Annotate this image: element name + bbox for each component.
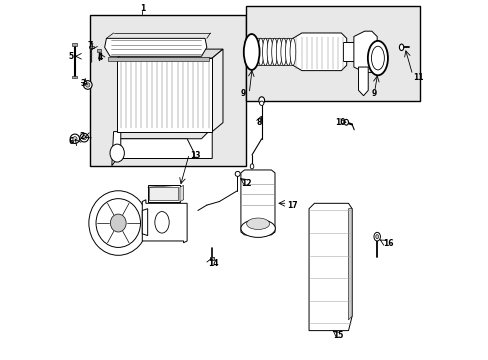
- Polygon shape: [112, 132, 212, 166]
- Ellipse shape: [155, 212, 169, 233]
- Polygon shape: [180, 185, 183, 202]
- Ellipse shape: [371, 46, 384, 70]
- Bar: [147, 185, 180, 202]
- Ellipse shape: [375, 234, 378, 239]
- Polygon shape: [142, 200, 187, 243]
- Ellipse shape: [82, 135, 86, 140]
- Text: 10: 10: [334, 118, 345, 127]
- Bar: [72, 42, 77, 45]
- Text: 8: 8: [256, 118, 261, 127]
- Polygon shape: [348, 209, 351, 320]
- Polygon shape: [358, 67, 367, 96]
- Ellipse shape: [258, 97, 264, 104]
- Bar: [210, 257, 214, 260]
- Text: 16: 16: [383, 239, 393, 248]
- Text: 3: 3: [80, 80, 85, 89]
- Text: 15: 15: [333, 332, 343, 341]
- Ellipse shape: [110, 144, 124, 162]
- Ellipse shape: [289, 38, 295, 66]
- Ellipse shape: [73, 136, 77, 141]
- Bar: [89, 45, 94, 48]
- Bar: [246, 6, 419, 101]
- Text: 9: 9: [371, 89, 376, 98]
- Ellipse shape: [253, 38, 259, 66]
- Bar: [97, 49, 101, 51]
- Ellipse shape: [83, 81, 92, 89]
- Ellipse shape: [271, 38, 277, 66]
- Ellipse shape: [244, 34, 259, 70]
- Polygon shape: [121, 139, 194, 158]
- Ellipse shape: [262, 38, 268, 66]
- Ellipse shape: [96, 199, 140, 247]
- Polygon shape: [308, 203, 351, 330]
- Ellipse shape: [250, 164, 253, 169]
- Ellipse shape: [70, 134, 80, 143]
- Polygon shape: [147, 185, 180, 187]
- Ellipse shape: [241, 220, 275, 237]
- Text: 2: 2: [80, 132, 84, 141]
- Text: 12: 12: [241, 179, 251, 188]
- Ellipse shape: [280, 38, 286, 66]
- Polygon shape: [241, 170, 274, 235]
- Bar: [117, 58, 212, 132]
- Ellipse shape: [80, 134, 88, 142]
- Bar: [72, 76, 77, 78]
- Ellipse shape: [85, 83, 90, 87]
- Polygon shape: [292, 33, 346, 71]
- Text: 7: 7: [87, 41, 93, 50]
- Bar: [90, 15, 246, 166]
- Text: 1: 1: [140, 4, 144, 13]
- Ellipse shape: [258, 38, 263, 66]
- Ellipse shape: [259, 101, 264, 105]
- Text: 6: 6: [69, 137, 74, 146]
- Ellipse shape: [89, 191, 147, 255]
- Ellipse shape: [276, 38, 282, 66]
- Ellipse shape: [235, 171, 240, 176]
- Ellipse shape: [373, 232, 380, 241]
- Bar: [343, 42, 355, 61]
- Ellipse shape: [344, 120, 348, 125]
- Ellipse shape: [266, 38, 272, 66]
- Ellipse shape: [110, 214, 126, 232]
- Polygon shape: [117, 49, 223, 58]
- Ellipse shape: [367, 41, 387, 75]
- Text: 11: 11: [412, 73, 423, 82]
- Text: 13: 13: [190, 151, 200, 160]
- Text: 4: 4: [97, 53, 102, 62]
- Bar: [149, 187, 178, 200]
- Polygon shape: [104, 39, 206, 56]
- Ellipse shape: [248, 38, 254, 66]
- Ellipse shape: [285, 38, 290, 66]
- Ellipse shape: [246, 218, 269, 229]
- Bar: [108, 57, 208, 61]
- Polygon shape: [142, 209, 147, 235]
- Ellipse shape: [399, 44, 403, 50]
- Text: 17: 17: [286, 201, 297, 210]
- Text: 9: 9: [241, 89, 246, 98]
- Text: 5: 5: [69, 52, 74, 61]
- Text: 14: 14: [208, 259, 219, 268]
- Polygon shape: [353, 31, 376, 72]
- Polygon shape: [212, 49, 223, 132]
